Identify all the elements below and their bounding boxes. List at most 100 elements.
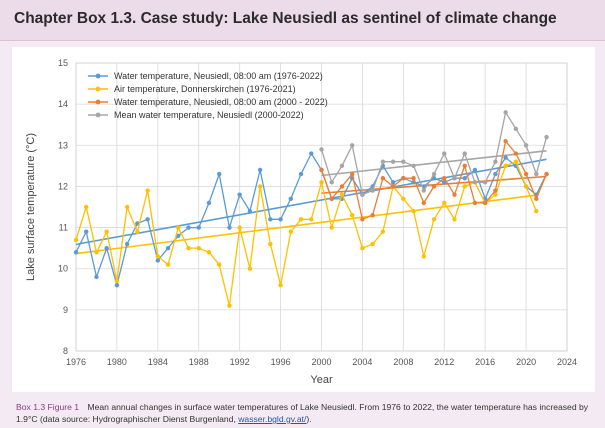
data-point bbox=[482, 200, 488, 206]
data-point bbox=[217, 262, 222, 267]
trendline-1 bbox=[75, 194, 537, 255]
data-point bbox=[349, 213, 355, 218]
data-point bbox=[84, 229, 89, 234]
figure-caption: Box 1.3 Figure 1 Mean annual changes in … bbox=[16, 401, 594, 425]
data-point bbox=[421, 254, 426, 259]
data-point bbox=[73, 250, 79, 255]
data-point bbox=[298, 217, 304, 222]
data-point bbox=[370, 213, 375, 218]
series-line-1 bbox=[75, 161, 537, 307]
data-point bbox=[401, 176, 406, 181]
data-point bbox=[145, 217, 150, 222]
data-point bbox=[94, 274, 99, 280]
data-point bbox=[339, 184, 345, 189]
legend-swatch-marker bbox=[95, 73, 101, 79]
data-point bbox=[329, 225, 334, 230]
data-point bbox=[268, 241, 273, 247]
data-point bbox=[155, 258, 161, 263]
data-point bbox=[227, 303, 232, 308]
data-point bbox=[411, 208, 416, 214]
data-point bbox=[390, 184, 396, 189]
data-point bbox=[401, 159, 406, 164]
data-point bbox=[503, 155, 508, 160]
data-point bbox=[472, 180, 478, 185]
data-point bbox=[472, 200, 478, 206]
data-point bbox=[523, 143, 529, 148]
x-tick-label: 2008 bbox=[393, 357, 413, 367]
y-tick-label: 12 bbox=[58, 181, 68, 191]
source-link[interactable]: wasser.bgld.gv.at/ bbox=[238, 414, 307, 424]
series-lines bbox=[73, 110, 549, 308]
data-point bbox=[370, 241, 375, 247]
data-point bbox=[390, 159, 396, 164]
data-point bbox=[329, 196, 334, 201]
data-point bbox=[339, 192, 345, 197]
chapter-title: Chapter Box 1.3. Case study: Lake Neusie… bbox=[14, 10, 557, 27]
y-tick-label: 8 bbox=[63, 346, 68, 356]
data-point bbox=[298, 171, 304, 177]
legend-swatch-marker bbox=[95, 112, 101, 118]
data-point bbox=[493, 188, 498, 193]
chapter-header: Chapter Box 1.3. Case study: Lake Neusie… bbox=[0, 0, 605, 41]
data-point bbox=[135, 221, 140, 226]
legend-swatch-marker bbox=[95, 86, 101, 92]
data-point bbox=[247, 266, 253, 271]
data-point bbox=[339, 163, 345, 169]
data-point bbox=[544, 171, 549, 177]
data-point bbox=[114, 282, 120, 288]
data-point bbox=[462, 163, 467, 169]
data-point bbox=[534, 208, 539, 214]
data-point bbox=[206, 200, 212, 206]
data-point bbox=[534, 171, 539, 177]
data-point bbox=[452, 217, 457, 222]
data-point bbox=[186, 225, 191, 230]
y-tick-label: 14 bbox=[58, 99, 68, 109]
data-point bbox=[452, 192, 457, 197]
data-point bbox=[124, 204, 130, 210]
data-point bbox=[442, 200, 447, 206]
y-axis-title: Lake surface temperature (°C) bbox=[25, 133, 37, 281]
y-tick-label: 9 bbox=[63, 305, 68, 315]
data-point bbox=[73, 237, 79, 243]
trendline-3 bbox=[321, 150, 547, 177]
data-point bbox=[309, 217, 314, 222]
data-point bbox=[227, 225, 232, 230]
legend-entry: Mean water temperature, Neusiedl (2000-2… bbox=[114, 110, 304, 120]
legend-entry: Air temperature, Donnerskirchen (1976-20… bbox=[114, 84, 296, 94]
data-point bbox=[523, 184, 529, 189]
caption-text: Mean annual changes in surface water tem… bbox=[16, 402, 589, 424]
data-point bbox=[124, 241, 130, 247]
data-point bbox=[462, 151, 467, 156]
data-point bbox=[94, 250, 99, 255]
chart-legend: Water temperature, Neusiedl, 08:00 am (1… bbox=[88, 71, 328, 120]
x-tick-label: 2012 bbox=[434, 357, 454, 367]
data-point bbox=[472, 167, 478, 173]
data-point bbox=[349, 143, 355, 148]
data-point bbox=[442, 151, 447, 156]
data-point bbox=[431, 171, 437, 177]
data-point bbox=[349, 171, 355, 177]
data-point bbox=[421, 188, 426, 193]
data-point bbox=[319, 147, 324, 152]
data-point bbox=[247, 208, 253, 214]
data-point bbox=[237, 192, 242, 197]
x-tick-label: 2020 bbox=[516, 357, 536, 367]
data-point bbox=[360, 192, 365, 197]
data-point bbox=[319, 180, 324, 185]
caption-label: Box 1.3 Figure 1 bbox=[16, 402, 80, 412]
caption-text-end: ). bbox=[306, 414, 312, 424]
y-tick-label: 10 bbox=[58, 264, 68, 274]
data-point bbox=[176, 225, 181, 230]
x-tick-label: 2016 bbox=[475, 357, 495, 367]
data-point bbox=[442, 176, 447, 181]
data-point bbox=[431, 184, 437, 189]
data-point bbox=[513, 159, 519, 164]
data-point bbox=[104, 229, 109, 234]
data-point bbox=[390, 180, 396, 185]
data-point bbox=[380, 229, 386, 234]
data-point bbox=[206, 250, 212, 255]
data-point bbox=[442, 180, 447, 185]
data-point bbox=[165, 262, 171, 267]
data-point bbox=[462, 176, 467, 181]
data-point bbox=[401, 196, 406, 201]
